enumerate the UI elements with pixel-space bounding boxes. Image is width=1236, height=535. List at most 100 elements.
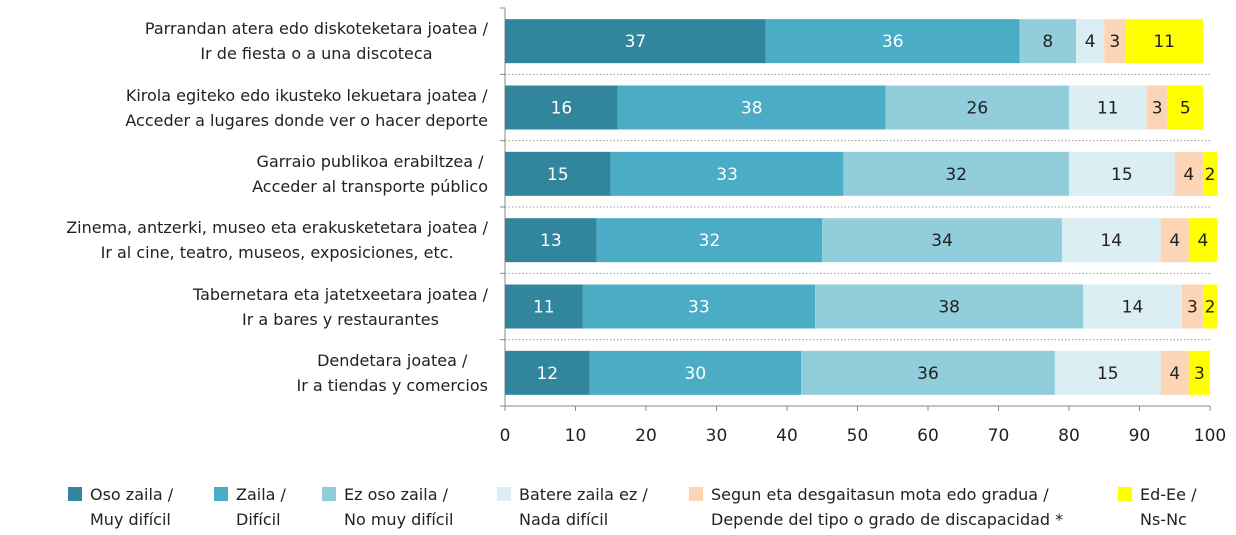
value-label: 11 — [1153, 32, 1175, 52]
bar-segment — [505, 151, 611, 196]
legend-swatch — [68, 487, 82, 501]
value-label: 15 — [1097, 364, 1119, 384]
bar-segment — [505, 218, 597, 263]
x-tick-label: 80 — [1058, 426, 1080, 446]
bar-segment — [505, 284, 583, 329]
legend-swatch — [214, 487, 228, 501]
value-label: 16 — [551, 99, 573, 119]
value-label: 3 — [1152, 99, 1163, 119]
category-label: Parrandan atera edo diskoteketara joatea… — [144, 19, 488, 64]
category-label: Tabernetara eta jatetxeetara joatea / Ir… — [192, 284, 488, 329]
bar-segment — [1202, 151, 1218, 196]
x-tick-label: 0 — [500, 426, 511, 446]
x-tick-label: 90 — [1129, 426, 1151, 446]
value-label: 15 — [547, 165, 569, 185]
legend-label: Segun eta desgaitasun mota edo gradua / … — [711, 485, 1064, 529]
value-label: 4 — [1169, 231, 1180, 251]
value-label: 15 — [1111, 165, 1133, 185]
value-label: 38 — [938, 298, 960, 318]
bar-segment — [815, 284, 1084, 329]
bar-segment — [582, 284, 816, 329]
legend-swatch — [689, 487, 703, 501]
x-tick-label: 100 — [1194, 426, 1226, 446]
legend-label: Zaila / Difícil — [236, 485, 286, 529]
value-label: 11 — [533, 298, 555, 318]
legend-swatch — [322, 487, 336, 501]
value-label: 34 — [931, 231, 953, 251]
bar-segment — [1054, 350, 1161, 395]
bar-segment — [1083, 284, 1182, 329]
value-label: 30 — [685, 364, 707, 384]
bar-segment — [505, 19, 766, 64]
x-tick-label: 60 — [917, 426, 939, 446]
bar-segment — [505, 350, 590, 395]
value-label: 38 — [741, 99, 763, 119]
value-label: 36 — [882, 32, 904, 52]
bar-segment — [589, 350, 802, 395]
bar-segment — [610, 151, 844, 196]
bar-segment — [1188, 218, 1218, 263]
bar-segment — [1174, 151, 1203, 196]
bar-segment — [1188, 350, 1210, 395]
bar-segment — [505, 85, 618, 130]
value-label: 37 — [625, 32, 647, 52]
bar-segment — [596, 218, 823, 263]
bar-segment — [1202, 284, 1218, 329]
value-label: 36 — [917, 364, 939, 384]
bar-segment — [1104, 19, 1126, 64]
value-label: 14 — [1122, 298, 1144, 318]
bar-segment — [617, 85, 886, 130]
bar-segment — [765, 19, 1020, 64]
legend-swatch — [1118, 487, 1132, 501]
bar-segment — [1061, 218, 1161, 263]
legend-label: Batere zaila ez / Nada difícil — [519, 485, 648, 529]
value-label: 32 — [945, 165, 967, 185]
x-tick-label: 10 — [565, 426, 587, 446]
value-label: 12 — [536, 364, 558, 384]
x-tick-label: 40 — [776, 426, 798, 446]
bar-segment — [1019, 19, 1077, 64]
bar-segment — [1167, 85, 1203, 130]
legend-swatch — [497, 487, 511, 501]
legend-label: Ed-Ee / Ns-Nc — [1140, 485, 1197, 529]
category-label: Garraio publikoa erabiltzea / Acceder al… — [252, 151, 488, 196]
category-label: Zinema, antzerki, museo eta erakusketeta… — [66, 218, 488, 263]
bar-segment — [885, 85, 1069, 130]
value-label: 5 — [1180, 99, 1191, 119]
legend-label: Ez oso zaila / No muy difícil — [344, 485, 454, 529]
value-label: 4 — [1198, 231, 1209, 251]
value-label: 13 — [540, 231, 562, 251]
category-label: Kirola egiteko edo ikusteko lekuetara jo… — [125, 85, 488, 130]
bar-segment — [1069, 151, 1175, 196]
value-label: 8 — [1042, 32, 1053, 52]
category-label: Dendetara joatea / Ir a tiendas y comerc… — [296, 350, 488, 395]
value-label: 11 — [1097, 99, 1119, 119]
legend-label: Oso zaila / Muy difícil — [90, 485, 174, 529]
value-label: 26 — [967, 99, 989, 119]
value-label: 33 — [688, 298, 710, 318]
x-tick-label: 50 — [847, 426, 869, 446]
value-label: 4 — [1183, 165, 1194, 185]
bar-segment — [1069, 85, 1147, 130]
value-label: 3 — [1194, 364, 1205, 384]
value-label: 33 — [716, 165, 738, 185]
bar-segment — [822, 218, 1062, 263]
value-label: 2 — [1205, 298, 1216, 318]
value-label: 32 — [699, 231, 721, 251]
bar-segment — [1181, 284, 1203, 329]
value-label: 3 — [1109, 32, 1120, 52]
value-label: 4 — [1169, 364, 1180, 384]
bar-segment — [1160, 218, 1189, 263]
value-label: 14 — [1100, 231, 1122, 251]
value-label: 2 — [1205, 165, 1216, 185]
x-tick-label: 20 — [635, 426, 657, 446]
bar-segment — [1076, 19, 1105, 64]
x-tick-label: 30 — [706, 426, 728, 446]
x-tick-label: 70 — [988, 426, 1010, 446]
bar-segment — [1146, 85, 1168, 130]
bar-segment — [843, 151, 1069, 196]
value-label: 3 — [1187, 298, 1198, 318]
bar-segment — [801, 350, 1055, 395]
